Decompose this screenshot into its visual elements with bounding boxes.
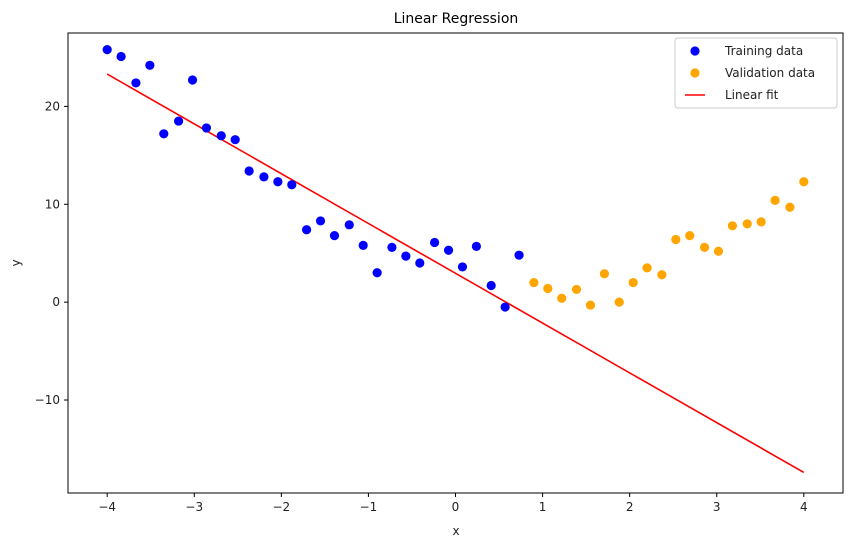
x-tick-label: 4 xyxy=(800,500,808,514)
validation-point xyxy=(571,284,582,295)
validation-point xyxy=(742,219,752,229)
y-tick-label: −10 xyxy=(35,393,60,407)
training-point xyxy=(401,251,411,261)
training-point xyxy=(471,241,481,251)
legend-entry-label: Validation data xyxy=(725,66,815,80)
validation-point xyxy=(727,221,738,231)
training-point xyxy=(415,258,425,268)
validation-point xyxy=(529,277,539,288)
validation-point xyxy=(657,270,667,280)
fit-layer xyxy=(106,73,805,474)
validation-point xyxy=(671,234,681,245)
training-point xyxy=(259,172,269,182)
training-point xyxy=(430,237,440,248)
legend-marker-swatch xyxy=(690,68,700,78)
validation-point xyxy=(799,177,809,187)
legend-entry-label: Training data xyxy=(724,44,803,58)
training-point xyxy=(187,75,198,85)
x-axis-label: x xyxy=(452,524,459,538)
training-point xyxy=(201,123,212,133)
training-point xyxy=(145,60,155,70)
training-point xyxy=(273,177,283,187)
legend-entry-label: Linear fit xyxy=(725,88,779,102)
x-tick-label: −2 xyxy=(272,500,290,514)
training-point xyxy=(315,216,326,226)
training-point xyxy=(230,135,240,145)
training-point xyxy=(287,180,297,190)
linear-fit-line xyxy=(106,73,805,474)
validation-point xyxy=(713,246,724,256)
validation-point xyxy=(599,269,610,279)
plot-area xyxy=(68,33,843,493)
validation-point xyxy=(557,293,567,303)
x-axis: −4 −3 −2 −1 0 1 2 3 4 xyxy=(98,493,808,514)
training-point xyxy=(457,262,468,272)
validation-point xyxy=(614,297,624,307)
training-point xyxy=(173,116,184,126)
training-point xyxy=(486,280,496,291)
x-tick-label: 3 xyxy=(713,500,721,514)
y-tick-label: 0 xyxy=(52,295,60,309)
validation-point xyxy=(642,263,652,273)
validation-point xyxy=(699,242,710,252)
chart-title: Linear Regression xyxy=(394,11,519,27)
training-point xyxy=(244,166,254,176)
x-tick-label: −3 xyxy=(185,500,203,514)
validation-point xyxy=(785,202,795,212)
training-point xyxy=(329,230,340,241)
y-tick-label: 10 xyxy=(45,197,60,211)
x-tick-label: 0 xyxy=(452,500,460,514)
training-point xyxy=(443,245,454,255)
legend-marker-swatch xyxy=(690,46,700,56)
training-point xyxy=(301,225,312,235)
points-layer xyxy=(102,45,809,312)
series-1 xyxy=(529,177,809,310)
training-point xyxy=(358,240,368,250)
validation-point xyxy=(585,300,596,310)
training-point xyxy=(344,220,354,230)
legend: Training data Validation data Linear fit xyxy=(674,37,838,109)
x-tick-label: 2 xyxy=(626,500,634,514)
training-point xyxy=(116,51,126,62)
training-point xyxy=(216,131,226,141)
validation-point xyxy=(628,277,638,288)
validation-point xyxy=(770,195,780,205)
training-point xyxy=(387,242,397,252)
validation-point xyxy=(685,230,695,241)
training-point xyxy=(102,45,112,55)
y-axis-label: y xyxy=(9,259,23,266)
training-point xyxy=(500,302,510,312)
training-point xyxy=(372,268,382,278)
training-point xyxy=(514,250,524,260)
training-point xyxy=(159,129,169,139)
validation-point xyxy=(543,283,553,294)
y-axis: −10 0 10 20 xyxy=(35,99,68,407)
x-tick-label: −1 xyxy=(360,500,378,514)
y-tick-label: 20 xyxy=(45,99,60,113)
series-0 xyxy=(102,45,524,312)
legend-box xyxy=(674,37,838,109)
x-tick-label: 1 xyxy=(539,500,547,514)
x-tick-label: −4 xyxy=(98,500,116,514)
training-point xyxy=(131,78,141,88)
validation-point xyxy=(756,217,766,227)
